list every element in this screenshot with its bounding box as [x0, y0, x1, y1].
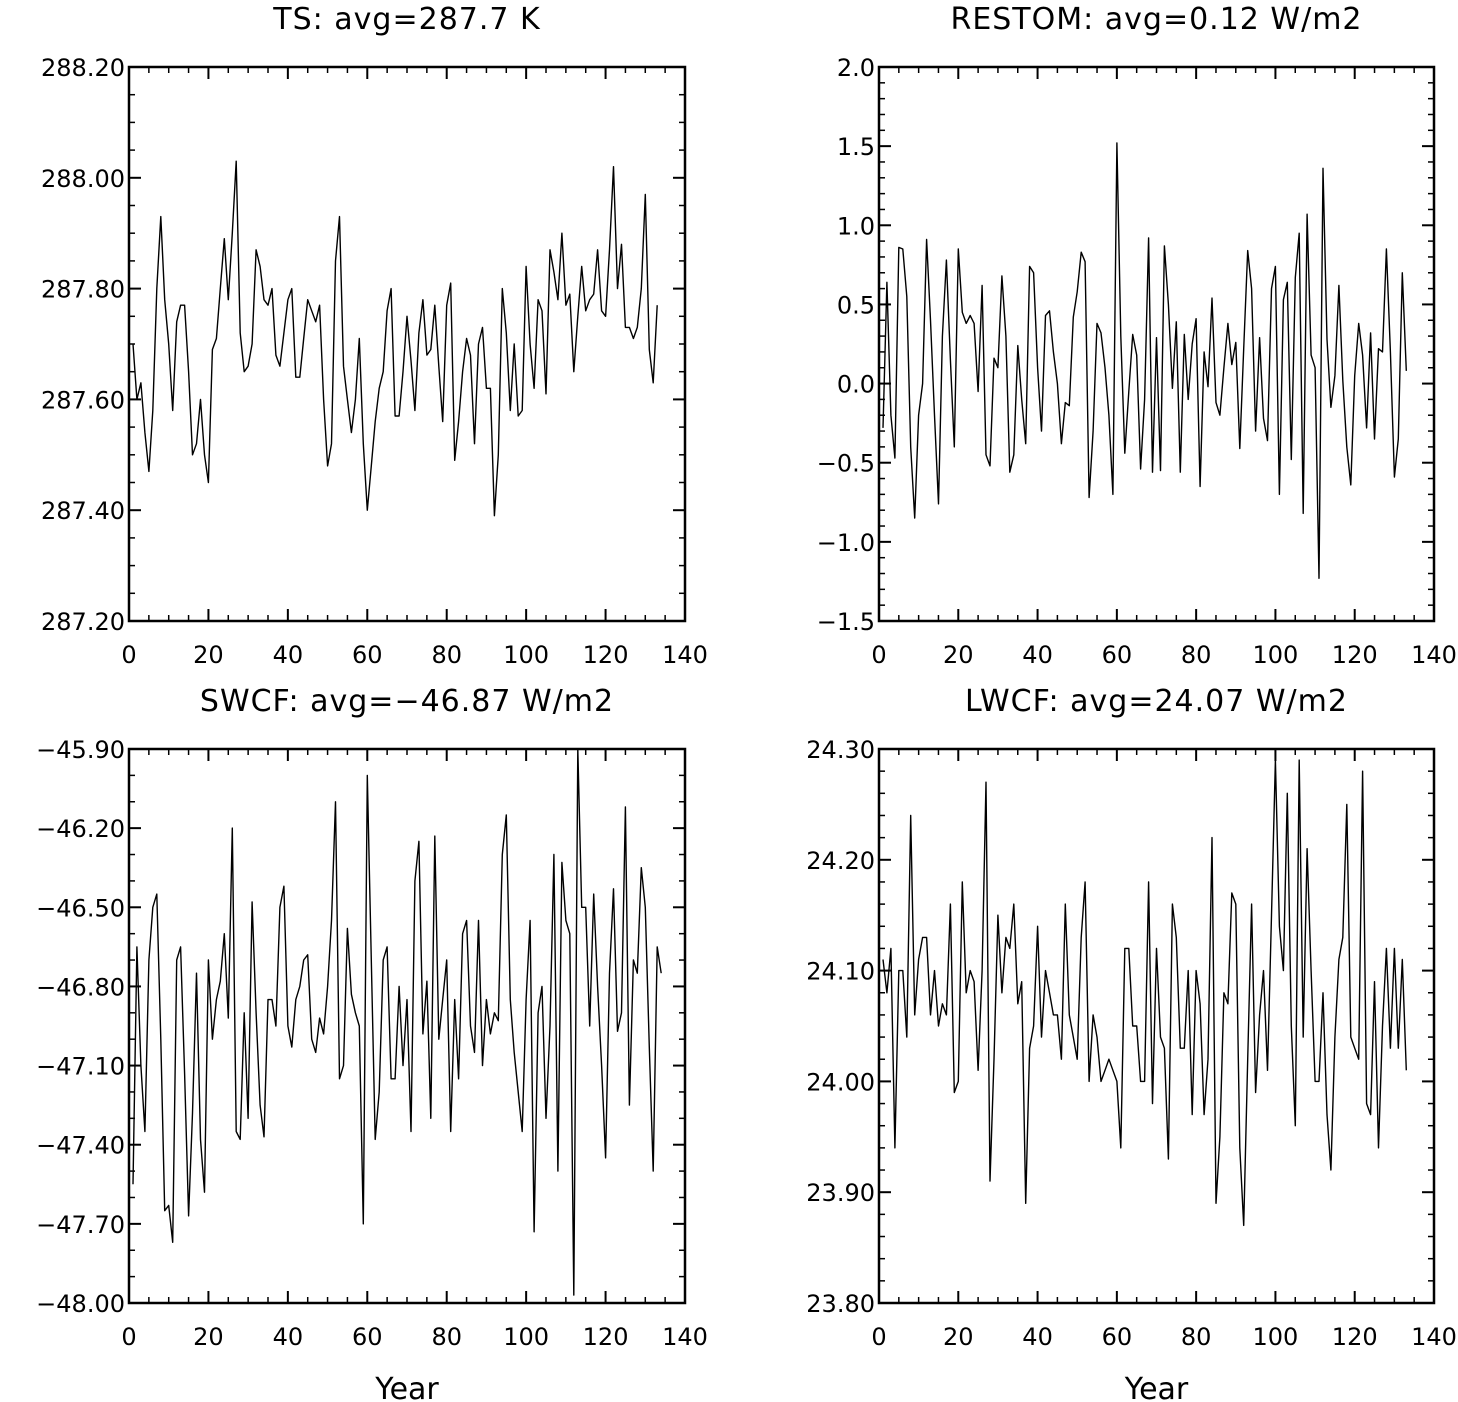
ts-plot-frame	[127, 65, 687, 623]
ts-x-tick-label: 140	[662, 641, 708, 669]
ts-y-tick-label: 287.20	[41, 608, 125, 636]
swcf-x-tick-label: 60	[352, 1323, 383, 1351]
ts-y-tick-label: 287.60	[41, 386, 125, 414]
lwcf-title: LWCF: avg=24.07 W/m2	[965, 684, 1348, 719]
ts-x-tick-label: 60	[352, 641, 383, 669]
ts-x-tick-label: 20	[193, 641, 224, 669]
swcf-y-tick-label: −47.10	[36, 1053, 125, 1081]
lwcf-series-line	[882, 759, 1407, 1227]
swcf-x-tick-label: 140	[662, 1323, 708, 1351]
ts-title: TS: avg=287.7 K	[272, 2, 541, 37]
lwcf-panel: LWCF: avg=24.07 W/m2 Year 0 20 40 60 80 100 120 1…	[806, 684, 1457, 1402]
swcf-x-tick-label: 100	[503, 1323, 549, 1351]
restom-x-tick-label: 140	[1411, 641, 1457, 669]
restom-x-tick-label: 40	[1022, 641, 1053, 669]
lwcf-x-tick-label: 20	[943, 1323, 974, 1351]
swcf-y-tick-label: −46.50	[36, 894, 125, 922]
lwcf-y-tick-label: 24.00	[806, 1068, 875, 1096]
lwcf-x-tick-label: 0	[871, 1323, 886, 1351]
swcf-x-axis-label: Year	[374, 1372, 439, 1402]
swcf-x-tick-label: 80	[431, 1323, 462, 1351]
swcf-x-tick-label: 20	[193, 1323, 224, 1351]
lwcf-x-tick-label: 80	[1181, 1323, 1212, 1351]
restom-x-tick-label: 120	[1332, 641, 1378, 669]
ts-y-tick-label: 288.00	[41, 165, 125, 193]
restom-y-tick-label: −1.0	[817, 529, 875, 557]
swcf-y-tick-label: −47.40	[36, 1132, 125, 1160]
ts-x-tick-label: 100	[503, 641, 549, 669]
restom-x-tick-label: 60	[1102, 641, 1133, 669]
restom-x-tick-label: 20	[943, 641, 974, 669]
restom-x-tick-label: 0	[871, 641, 886, 669]
lwcf-y-tick-label: 24.20	[806, 847, 875, 875]
restom-title: RESTOM: avg=0.12 W/m2	[950, 2, 1362, 37]
swcf-panel: SWCF: avg=−46.87 W/m2 Year 0 20 40 60 80 100 120…	[36, 684, 708, 1402]
lwcf-y-tick-label: 23.80	[806, 1290, 875, 1318]
ts-x-tick-label: 0	[121, 641, 136, 669]
restom-y-tick-label: 0.0	[837, 371, 875, 399]
lwcf-x-axis-label: Year	[1124, 1372, 1189, 1402]
restom-y-tick-label: −1.5	[817, 608, 875, 636]
swcf-y-tick-label: −45.90	[36, 736, 125, 764]
swcf-title: SWCF: avg=−46.87 W/m2	[200, 684, 614, 719]
swcf-x-tick-label: 120	[583, 1323, 629, 1351]
swcf-y-tick-label: −47.70	[36, 1211, 125, 1239]
swcf-y-tick-label: −46.80	[36, 973, 125, 1001]
restom-x-tick-label: 100	[1253, 641, 1299, 669]
restom-x-tick-label: 80	[1181, 641, 1212, 669]
ts-x-tick-label: 40	[273, 641, 304, 669]
restom-y-tick-label: 1.5	[837, 133, 875, 161]
swcf-series-line	[132, 748, 662, 1296]
restom-y-tick-label: −0.5	[817, 450, 875, 478]
ts-y-tick-label: 288.20	[41, 54, 125, 82]
lwcf-y-tick-label: 24.10	[806, 958, 875, 986]
ts-series-line	[132, 160, 658, 517]
lwcf-x-tick-label: 120	[1332, 1323, 1378, 1351]
restom-series-line	[882, 142, 1407, 579]
swcf-x-tick-label: 40	[273, 1323, 304, 1351]
lwcf-y-tick-label: 24.30	[806, 736, 875, 764]
swcf-y-tick-label: −46.20	[36, 815, 125, 843]
ts-x-tick-label: 80	[431, 641, 462, 669]
restom-panel: RESTOM: avg=0.12 W/m2 0 20 40 60 80 100 120 140 −…	[817, 2, 1457, 669]
lwcf-x-tick-label: 60	[1102, 1323, 1133, 1351]
lwcf-x-tick-label: 140	[1411, 1323, 1457, 1351]
restom-y-tick-label: 1.0	[837, 212, 875, 240]
ts-x-tick-label: 120	[583, 641, 629, 669]
ts-y-tick-label: 287.80	[41, 276, 125, 304]
lwcf-x-tick-label: 40	[1022, 1323, 1053, 1351]
ts-panel: TS: avg=287.7 K 0 20 40 60 80 100 120 140 287.20 2…	[41, 2, 708, 669]
ts-y-tick-label: 287.40	[41, 497, 125, 525]
lwcf-y-tick-label: 23.90	[806, 1179, 875, 1207]
restom-y-tick-label: 0.5	[837, 291, 875, 319]
swcf-y-tick-label: −48.00	[36, 1290, 125, 1318]
swcf-x-tick-label: 0	[121, 1323, 136, 1351]
lwcf-x-tick-label: 100	[1253, 1323, 1299, 1351]
restom-y-tick-label: 2.0	[837, 54, 875, 82]
